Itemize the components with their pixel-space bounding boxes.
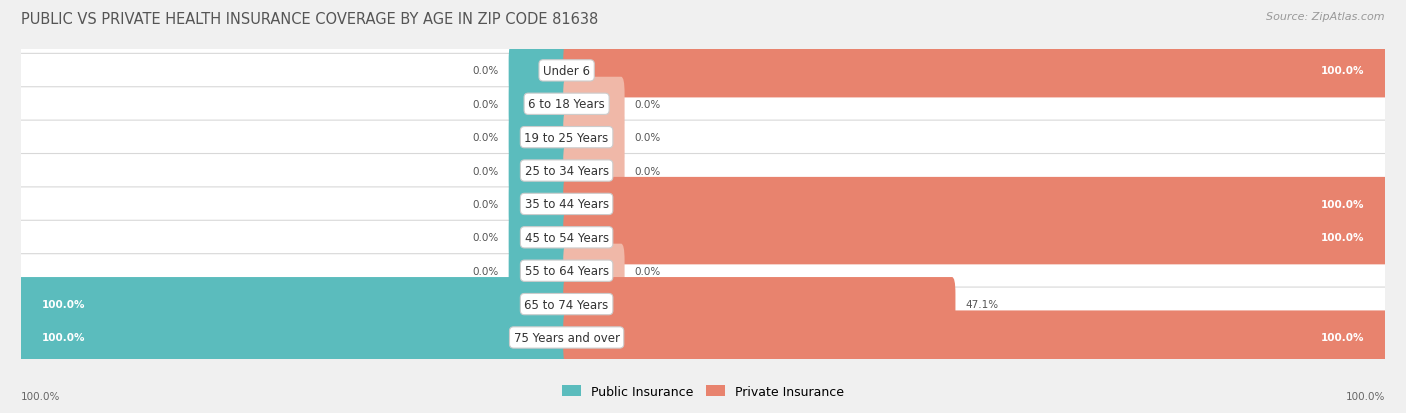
FancyBboxPatch shape	[564, 211, 1388, 265]
FancyBboxPatch shape	[13, 21, 1393, 121]
Text: 75 Years and over: 75 Years and over	[513, 331, 620, 344]
FancyBboxPatch shape	[564, 111, 624, 165]
Legend: Public Insurance, Private Insurance: Public Insurance, Private Insurance	[557, 380, 849, 403]
Text: 0.0%: 0.0%	[472, 100, 499, 109]
Text: 100.0%: 100.0%	[1322, 233, 1364, 243]
Text: 0.0%: 0.0%	[472, 133, 499, 143]
FancyBboxPatch shape	[13, 221, 1393, 321]
Text: 100.0%: 100.0%	[1322, 333, 1364, 343]
Text: 55 to 64 Years: 55 to 64 Years	[524, 265, 609, 278]
FancyBboxPatch shape	[564, 78, 624, 131]
Text: 25 to 34 Years: 25 to 34 Years	[524, 165, 609, 178]
FancyBboxPatch shape	[13, 88, 1393, 188]
FancyBboxPatch shape	[13, 188, 1393, 288]
FancyBboxPatch shape	[18, 278, 569, 331]
FancyBboxPatch shape	[13, 287, 1393, 388]
FancyBboxPatch shape	[18, 311, 569, 365]
FancyBboxPatch shape	[509, 111, 569, 165]
Text: 0.0%: 0.0%	[472, 233, 499, 243]
FancyBboxPatch shape	[13, 254, 1393, 355]
FancyBboxPatch shape	[509, 211, 569, 265]
Text: 19 to 25 Years: 19 to 25 Years	[524, 131, 609, 144]
Text: 100.0%: 100.0%	[1346, 391, 1385, 401]
FancyBboxPatch shape	[13, 154, 1393, 255]
Text: Source: ZipAtlas.com: Source: ZipAtlas.com	[1267, 12, 1385, 22]
Text: Under 6: Under 6	[543, 65, 591, 78]
Text: 0.0%: 0.0%	[472, 266, 499, 276]
FancyBboxPatch shape	[509, 44, 569, 98]
Text: 0.0%: 0.0%	[472, 166, 499, 176]
FancyBboxPatch shape	[13, 121, 1393, 221]
Text: 0.0%: 0.0%	[636, 100, 661, 109]
FancyBboxPatch shape	[564, 244, 624, 298]
FancyBboxPatch shape	[13, 54, 1393, 155]
Text: 65 to 74 Years: 65 to 74 Years	[524, 298, 609, 311]
FancyBboxPatch shape	[564, 144, 624, 198]
FancyBboxPatch shape	[509, 178, 569, 231]
FancyBboxPatch shape	[564, 44, 1388, 98]
Text: 100.0%: 100.0%	[1322, 199, 1364, 209]
FancyBboxPatch shape	[509, 78, 569, 131]
Text: PUBLIC VS PRIVATE HEALTH INSURANCE COVERAGE BY AGE IN ZIP CODE 81638: PUBLIC VS PRIVATE HEALTH INSURANCE COVER…	[21, 12, 599, 27]
FancyBboxPatch shape	[564, 311, 1388, 365]
Text: 0.0%: 0.0%	[472, 66, 499, 76]
Text: 0.0%: 0.0%	[472, 199, 499, 209]
Text: 100.0%: 100.0%	[1322, 66, 1364, 76]
Text: 100.0%: 100.0%	[21, 391, 60, 401]
Text: 0.0%: 0.0%	[636, 133, 661, 143]
Text: 45 to 54 Years: 45 to 54 Years	[524, 231, 609, 244]
FancyBboxPatch shape	[564, 178, 1388, 231]
Text: 100.0%: 100.0%	[42, 299, 84, 309]
Text: 100.0%: 100.0%	[42, 333, 84, 343]
Text: 0.0%: 0.0%	[636, 266, 661, 276]
FancyBboxPatch shape	[564, 278, 956, 331]
Text: 0.0%: 0.0%	[636, 166, 661, 176]
Text: 35 to 44 Years: 35 to 44 Years	[524, 198, 609, 211]
Text: 6 to 18 Years: 6 to 18 Years	[529, 98, 605, 111]
Text: 47.1%: 47.1%	[966, 299, 998, 309]
FancyBboxPatch shape	[509, 244, 569, 298]
FancyBboxPatch shape	[509, 144, 569, 198]
